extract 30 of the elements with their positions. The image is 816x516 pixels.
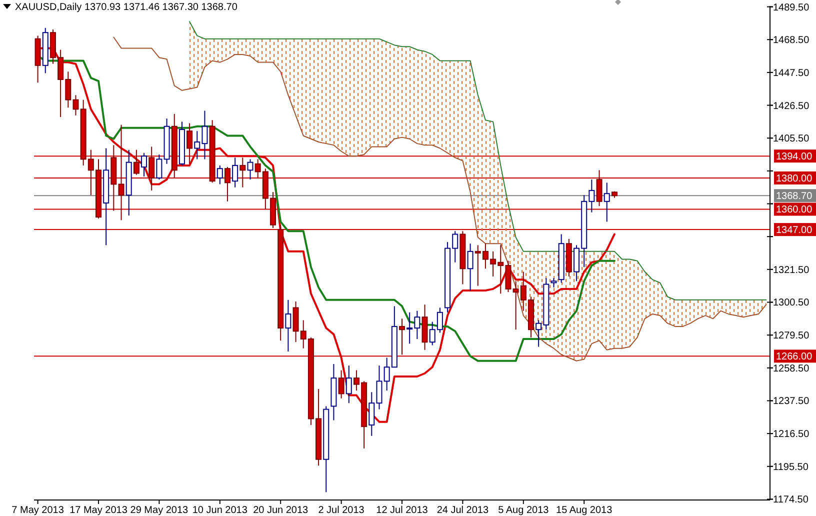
ref-line-label: 1368.70 xyxy=(776,191,813,202)
y-tick-label: 1447.50 xyxy=(773,68,810,79)
y-tick-label: 1195.50 xyxy=(773,462,809,473)
y-tick-label: 1468.50 xyxy=(773,35,810,46)
x-tick-label: 10 Jun 2013 xyxy=(192,505,248,516)
y-tick-label: 1258.50 xyxy=(773,363,810,374)
x-tick-label: 24 Jul 2013 xyxy=(436,505,489,516)
y-tick-label: 1321.50 xyxy=(773,264,810,276)
x-tick-label: 20 Jun 2013 xyxy=(253,505,309,516)
x-tick-label: 7 May 2013 xyxy=(12,505,64,516)
ref-line-label: 1380.00 xyxy=(776,173,813,184)
y-tick-label: 1279.50 xyxy=(773,330,810,342)
y-tick-label: 1300.50 xyxy=(773,298,810,309)
x-tick-label: 29 May 2013 xyxy=(130,505,189,516)
y-tick-label: 1237.50 xyxy=(773,396,810,408)
ref-line-label: 1360.00 xyxy=(776,204,813,216)
ref-line-label: 1394.00 xyxy=(776,152,813,163)
x-tick-label: 12 Jul 2013 xyxy=(376,505,428,516)
y-tick-label: 1405.50 xyxy=(773,134,810,145)
x-tick-label: 2 Jul 2013 xyxy=(318,505,365,516)
y-tick-label: 1216.50 xyxy=(773,429,810,440)
y-tick-label: 1489.50 xyxy=(773,2,810,14)
x-tick-label: 5 Aug 2013 xyxy=(498,505,550,516)
x-tick-label: 17 May 2013 xyxy=(70,505,128,516)
chart-title: XAUUSD,Daily 1370.93 1371.46 1367.30 1368.70 xyxy=(15,2,238,13)
x-tick-label: 15 Aug 2013 xyxy=(556,505,613,516)
y-tick-label: 1174.50 xyxy=(773,494,809,506)
ref-line-label: 1266.00 xyxy=(776,352,813,363)
ref-line-label: 1347.00 xyxy=(776,225,813,236)
y-tick-label: 1426.50 xyxy=(773,100,810,112)
